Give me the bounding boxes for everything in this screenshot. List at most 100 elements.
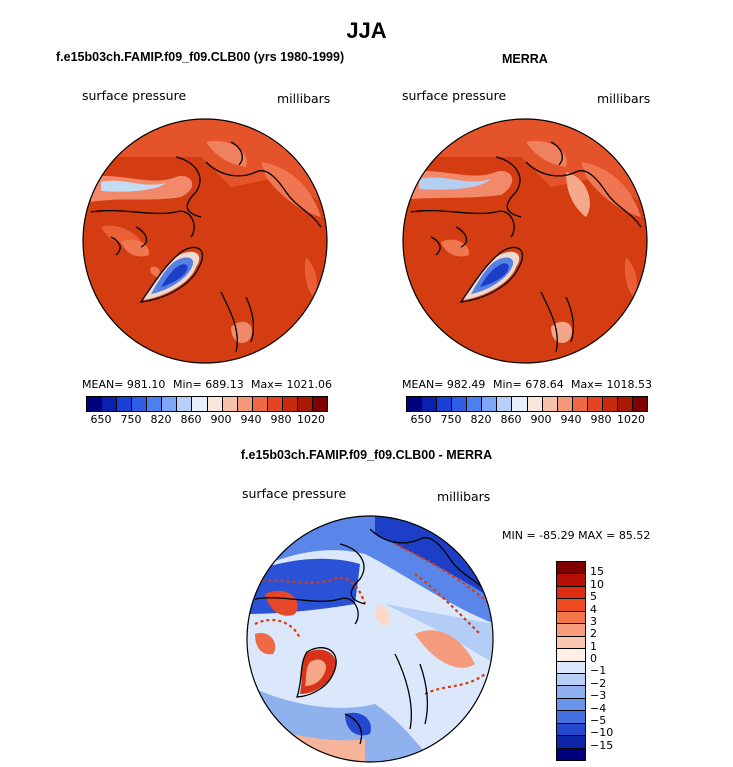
diff-colorbar-tick-label: −10 xyxy=(590,726,614,740)
panel-1-title: f.e15b03ch.FAMIP.f09_f09.CLB00 (yrs 1980… xyxy=(56,50,345,64)
diff-colorbar-swatch xyxy=(557,661,585,674)
diff-colorbar-tick-label: 3 xyxy=(590,614,597,628)
panel-2-max: Max= 1018.53 xyxy=(571,378,652,391)
colorbar-swatch xyxy=(617,397,633,411)
colorbar-tick-label: 860 xyxy=(500,413,522,426)
panel-1-min: Min= 689.13 xyxy=(173,378,244,391)
colorbar-tick-label: 1020 xyxy=(297,413,325,426)
colorbar-swatch xyxy=(252,397,268,411)
panel-1-max: Max= 1021.06 xyxy=(251,378,332,391)
diff-colorbar-tick-label: 2 xyxy=(590,627,597,641)
colorbar-swatch xyxy=(512,397,528,411)
colorbar-swatch xyxy=(437,397,453,411)
colorbar-tick-label: 750 xyxy=(120,413,142,426)
panel-2-map xyxy=(402,118,648,364)
diff-colorbar-swatch xyxy=(557,636,585,650)
colorbar-swatch xyxy=(422,397,438,411)
diff-colorbar-ticks: 15 10 5 4 3 2 1 0 −1 −2 −3 −4 −5 −10 −15 xyxy=(590,561,630,759)
colorbar-swatch xyxy=(162,397,178,411)
panel-2-colorbar-ticks: 650 750 820 860 900 940 980 1020 xyxy=(406,413,646,427)
colorbar-swatch xyxy=(222,397,238,411)
colorbar-swatch xyxy=(632,397,647,411)
diff-colorbar-swatch xyxy=(557,649,585,662)
panel-2-colorbar xyxy=(406,396,648,412)
colorbar-tick-label: 650 xyxy=(90,413,112,426)
colorbar-tick-label: 940 xyxy=(560,413,582,426)
diff-colorbar-swatch xyxy=(557,599,585,612)
diff-colorbar-tick-label: −5 xyxy=(590,713,607,727)
diff-colorbar-swatch xyxy=(557,686,585,699)
diff-colorbar xyxy=(556,561,586,761)
diff-colorbar-tick-label: −2 xyxy=(590,676,607,690)
colorbar-swatch xyxy=(117,397,133,411)
diff-colorbar-swatch xyxy=(557,673,585,687)
colorbar-swatch xyxy=(572,397,588,411)
diff-colorbar-swatch xyxy=(557,736,585,749)
diff-variable: surface pressure xyxy=(242,486,347,501)
colorbar-tick-label: 820 xyxy=(470,413,492,426)
colorbar-swatch xyxy=(207,397,223,411)
colorbar-swatch xyxy=(267,397,283,411)
diff-colorbar-tick-label: 10 xyxy=(590,577,604,591)
diff-colorbar-swatch xyxy=(557,562,585,575)
colorbar-swatch xyxy=(102,397,118,411)
colorbar-swatch xyxy=(482,397,498,411)
colorbar-swatch xyxy=(527,397,543,411)
colorbar-swatch xyxy=(407,397,423,411)
colorbar-swatch xyxy=(602,397,618,411)
figure-title: JJA xyxy=(346,18,387,43)
panel-2-title: MERRA xyxy=(502,52,548,66)
diff-colorbar-tick-label: 1 xyxy=(590,639,597,653)
colorbar-swatch xyxy=(312,397,327,411)
colorbar-tick-label: 900 xyxy=(530,413,552,426)
diff-colorbar-tick-label: 5 xyxy=(590,590,597,604)
colorbar-tick-label: 980 xyxy=(270,413,292,426)
diff-colorbar-tick-label: −15 xyxy=(590,738,614,752)
colorbar-swatch xyxy=(297,397,313,411)
diff-colorbar-tick-label: 15 xyxy=(590,565,604,579)
colorbar-swatch xyxy=(557,397,573,411)
colorbar-swatch xyxy=(192,397,208,411)
colorbar-tick-label: 1020 xyxy=(617,413,645,426)
colorbar-swatch xyxy=(132,397,148,411)
panel-1-units: millibars xyxy=(277,91,331,106)
colorbar-swatch xyxy=(587,397,603,411)
colorbar-tick-label: 650 xyxy=(410,413,432,426)
colorbar-tick-label: 900 xyxy=(210,413,232,426)
diff-colorbar-tick-label: −4 xyxy=(590,701,607,715)
diff-minmax: MIN = -85.29 MAX = 85.52 xyxy=(502,529,651,542)
diff-colorbar-swatch xyxy=(557,711,585,724)
diff-colorbar-tick-label: 0 xyxy=(590,652,597,665)
colorbar-swatch xyxy=(497,397,513,411)
panel-1-colorbar xyxy=(86,396,328,412)
diff-units: millibars xyxy=(437,489,491,504)
diff-colorbar-tick-label: 4 xyxy=(590,602,597,616)
colorbar-tick-label: 980 xyxy=(590,413,612,426)
panel-1-colorbar-ticks: 650 750 820 860 900 940 980 1020 xyxy=(86,413,326,427)
colorbar-swatch xyxy=(237,397,253,411)
colorbar-swatch xyxy=(452,397,468,411)
diff-colorbar-swatch xyxy=(557,723,585,737)
colorbar-swatch xyxy=(282,397,298,411)
colorbar-swatch xyxy=(87,397,103,411)
diff-colorbar-swatch xyxy=(557,611,585,625)
colorbar-tick-label: 940 xyxy=(240,413,262,426)
colorbar-swatch xyxy=(542,397,558,411)
panel-2-units: millibars xyxy=(597,91,651,106)
panel-2-variable: surface pressure xyxy=(402,88,507,103)
panel-1-variable: surface pressure xyxy=(82,88,187,103)
panel-2-mean: MEAN= 982.49 xyxy=(402,378,486,391)
diff-colorbar-swatch xyxy=(557,698,585,712)
diff-colorbar-swatch xyxy=(557,748,585,760)
diff-colorbar-tick-label: −3 xyxy=(590,689,607,703)
diff-colorbar-swatch xyxy=(557,586,585,600)
colorbar-swatch xyxy=(147,397,163,411)
diff-colorbar-swatch xyxy=(557,624,585,637)
colorbar-tick-label: 860 xyxy=(180,413,202,426)
colorbar-tick-label: 820 xyxy=(150,413,172,426)
colorbar-swatch xyxy=(467,397,483,411)
diff-title: f.e15b03ch.FAMIP.f09_f09.CLB00 - MERRA xyxy=(240,448,493,462)
diff-colorbar-swatch xyxy=(557,574,585,587)
colorbar-tick-label: 750 xyxy=(440,413,462,426)
colorbar-swatch xyxy=(177,397,193,411)
